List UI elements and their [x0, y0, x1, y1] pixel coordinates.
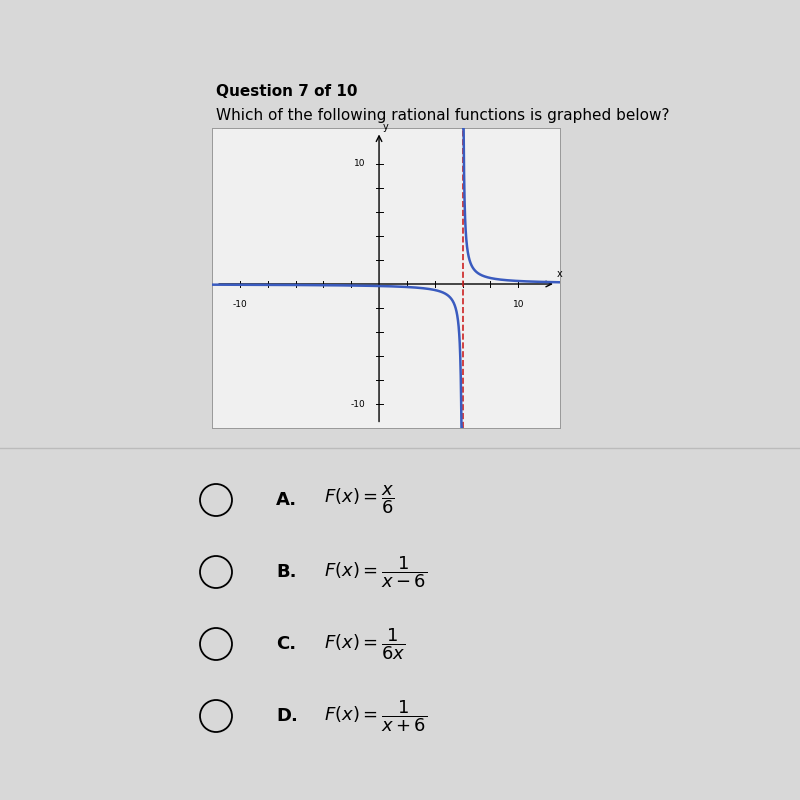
Text: -10: -10	[233, 300, 247, 309]
Text: $F(x) = \dfrac{1}{x+6}$: $F(x) = \dfrac{1}{x+6}$	[324, 698, 427, 734]
Text: $F(x) = \dfrac{1}{x-6}$: $F(x) = \dfrac{1}{x-6}$	[324, 554, 427, 590]
Text: $F(x) = \dfrac{x}{6}$: $F(x) = \dfrac{x}{6}$	[324, 484, 394, 516]
Text: Question 7 of 10: Question 7 of 10	[216, 84, 358, 99]
Text: B.: B.	[276, 563, 297, 581]
Text: 10: 10	[513, 300, 524, 309]
Text: x: x	[558, 270, 563, 279]
Text: y: y	[383, 122, 389, 131]
Text: Which of the following rational functions is graphed below?: Which of the following rational function…	[216, 108, 670, 123]
Text: 10: 10	[354, 159, 365, 169]
Text: D.: D.	[276, 707, 298, 725]
Text: $F(x) = \dfrac{1}{6x}$: $F(x) = \dfrac{1}{6x}$	[324, 626, 406, 662]
Text: A.: A.	[276, 491, 297, 509]
Text: C.: C.	[276, 635, 296, 653]
Text: -10: -10	[350, 399, 365, 409]
